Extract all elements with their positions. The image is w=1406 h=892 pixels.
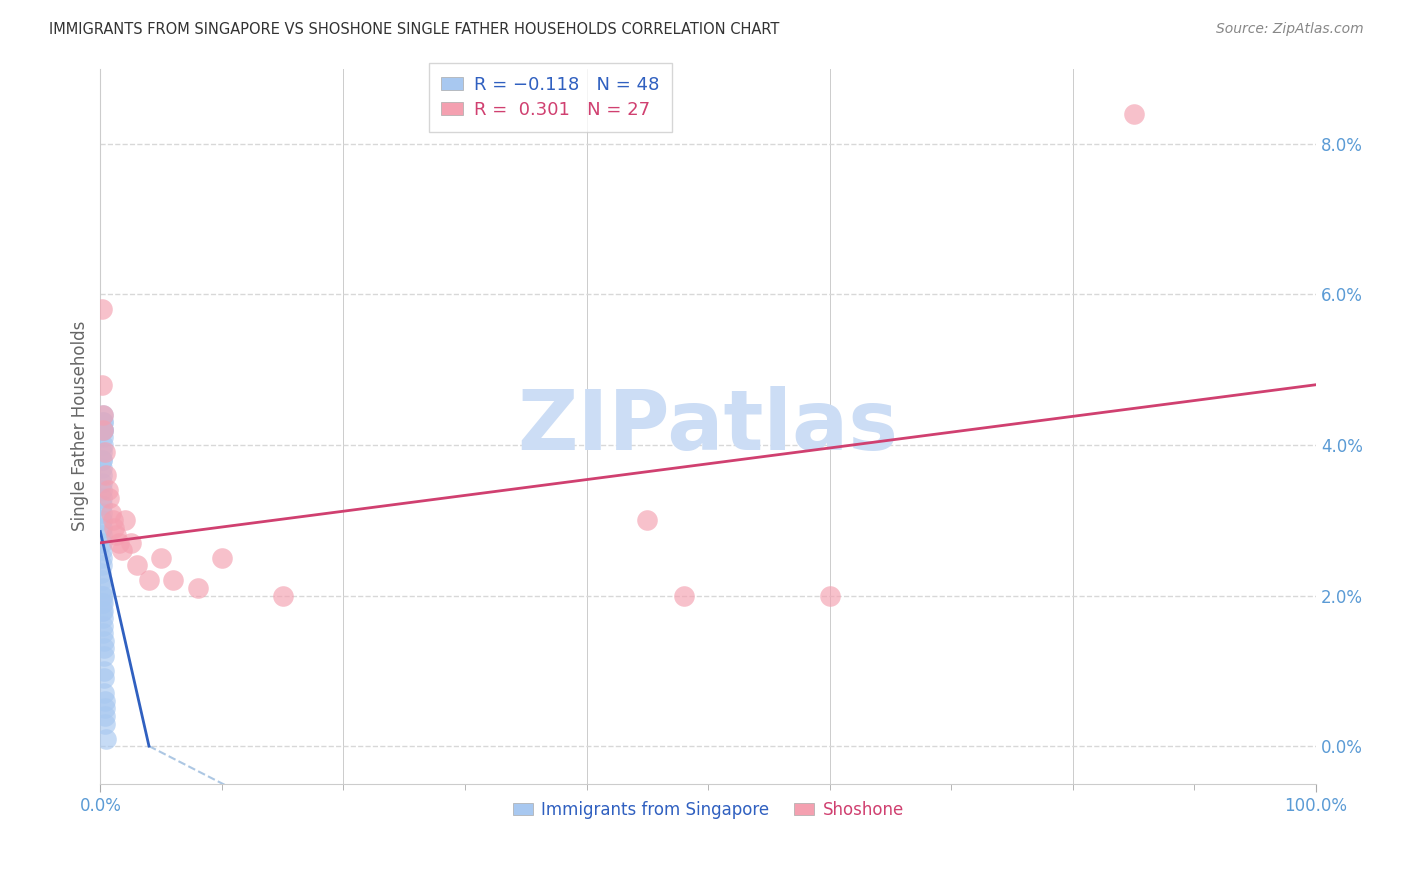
Point [90, 550, 112, 565]
Point [91, 460, 114, 475]
Point [90, 536, 112, 550]
Point [120, 536, 142, 550]
Point [91, 423, 114, 437]
Point [125, 558, 148, 573]
Point [636, 513, 658, 527]
Point [93, 686, 115, 700]
Point [90, 506, 112, 520]
Point [150, 550, 173, 565]
Point [90, 589, 112, 603]
Point [93, 701, 115, 715]
Point [93, 648, 115, 663]
Point [91, 408, 114, 422]
Point [138, 574, 160, 588]
Point [103, 521, 125, 535]
Point [91, 498, 114, 512]
Point [93, 694, 115, 708]
Point [91, 611, 114, 625]
Point [90, 475, 112, 490]
Point [105, 528, 128, 542]
Point [93, 626, 115, 640]
Point [93, 671, 115, 685]
Point [818, 589, 841, 603]
Point [91, 618, 114, 632]
Point [94, 716, 117, 731]
Point [91, 528, 114, 542]
Point [90, 521, 112, 535]
Legend: Immigrants from Singapore, Shoshone: Immigrants from Singapore, Shoshone [506, 794, 910, 825]
Text: IMMIGRANTS FROM SINGAPORE VS SHOSHONE SINGLE FATHER HOUSEHOLDS CORRELATION CHART: IMMIGRANTS FROM SINGAPORE VS SHOSHONE SI… [49, 22, 779, 37]
Point [91, 423, 114, 437]
Point [90, 513, 112, 527]
Point [91, 416, 114, 430]
Point [90, 566, 112, 580]
Point [90, 558, 112, 573]
Point [91, 408, 114, 422]
Point [672, 589, 695, 603]
Point [93, 423, 115, 437]
Y-axis label: Single Father Households: Single Father Households [72, 321, 89, 532]
Point [187, 581, 209, 595]
Point [271, 589, 294, 603]
Point [91, 416, 114, 430]
Point [93, 445, 115, 459]
Text: Source: ZipAtlas.com: Source: ZipAtlas.com [1216, 22, 1364, 37]
Point [91, 596, 114, 610]
Point [101, 513, 124, 527]
Point [90, 604, 112, 618]
Point [91, 468, 114, 483]
Point [162, 574, 184, 588]
Point [90, 596, 112, 610]
Point [91, 453, 114, 467]
Point [91, 377, 114, 392]
Point [90, 302, 112, 317]
Point [91, 483, 114, 497]
Point [93, 664, 115, 678]
Point [97, 491, 120, 505]
Point [91, 604, 114, 618]
Point [91, 453, 114, 467]
Point [97, 483, 120, 497]
Point [91, 589, 114, 603]
Point [96, 468, 118, 483]
Point [211, 550, 233, 565]
Point [94, 709, 117, 723]
Text: ZIPatlas: ZIPatlas [517, 385, 898, 467]
Point [96, 731, 118, 746]
Point [100, 506, 122, 520]
Point [91, 581, 114, 595]
Point [91, 438, 114, 452]
Point [93, 641, 115, 656]
Point [111, 543, 134, 558]
Point [90, 574, 112, 588]
Point [1122, 106, 1144, 120]
Point [107, 536, 129, 550]
Point [93, 633, 115, 648]
Point [91, 445, 114, 459]
Point [114, 513, 136, 527]
Point [90, 491, 112, 505]
Point [91, 430, 114, 444]
Point [90, 543, 112, 558]
Point [91, 423, 114, 437]
